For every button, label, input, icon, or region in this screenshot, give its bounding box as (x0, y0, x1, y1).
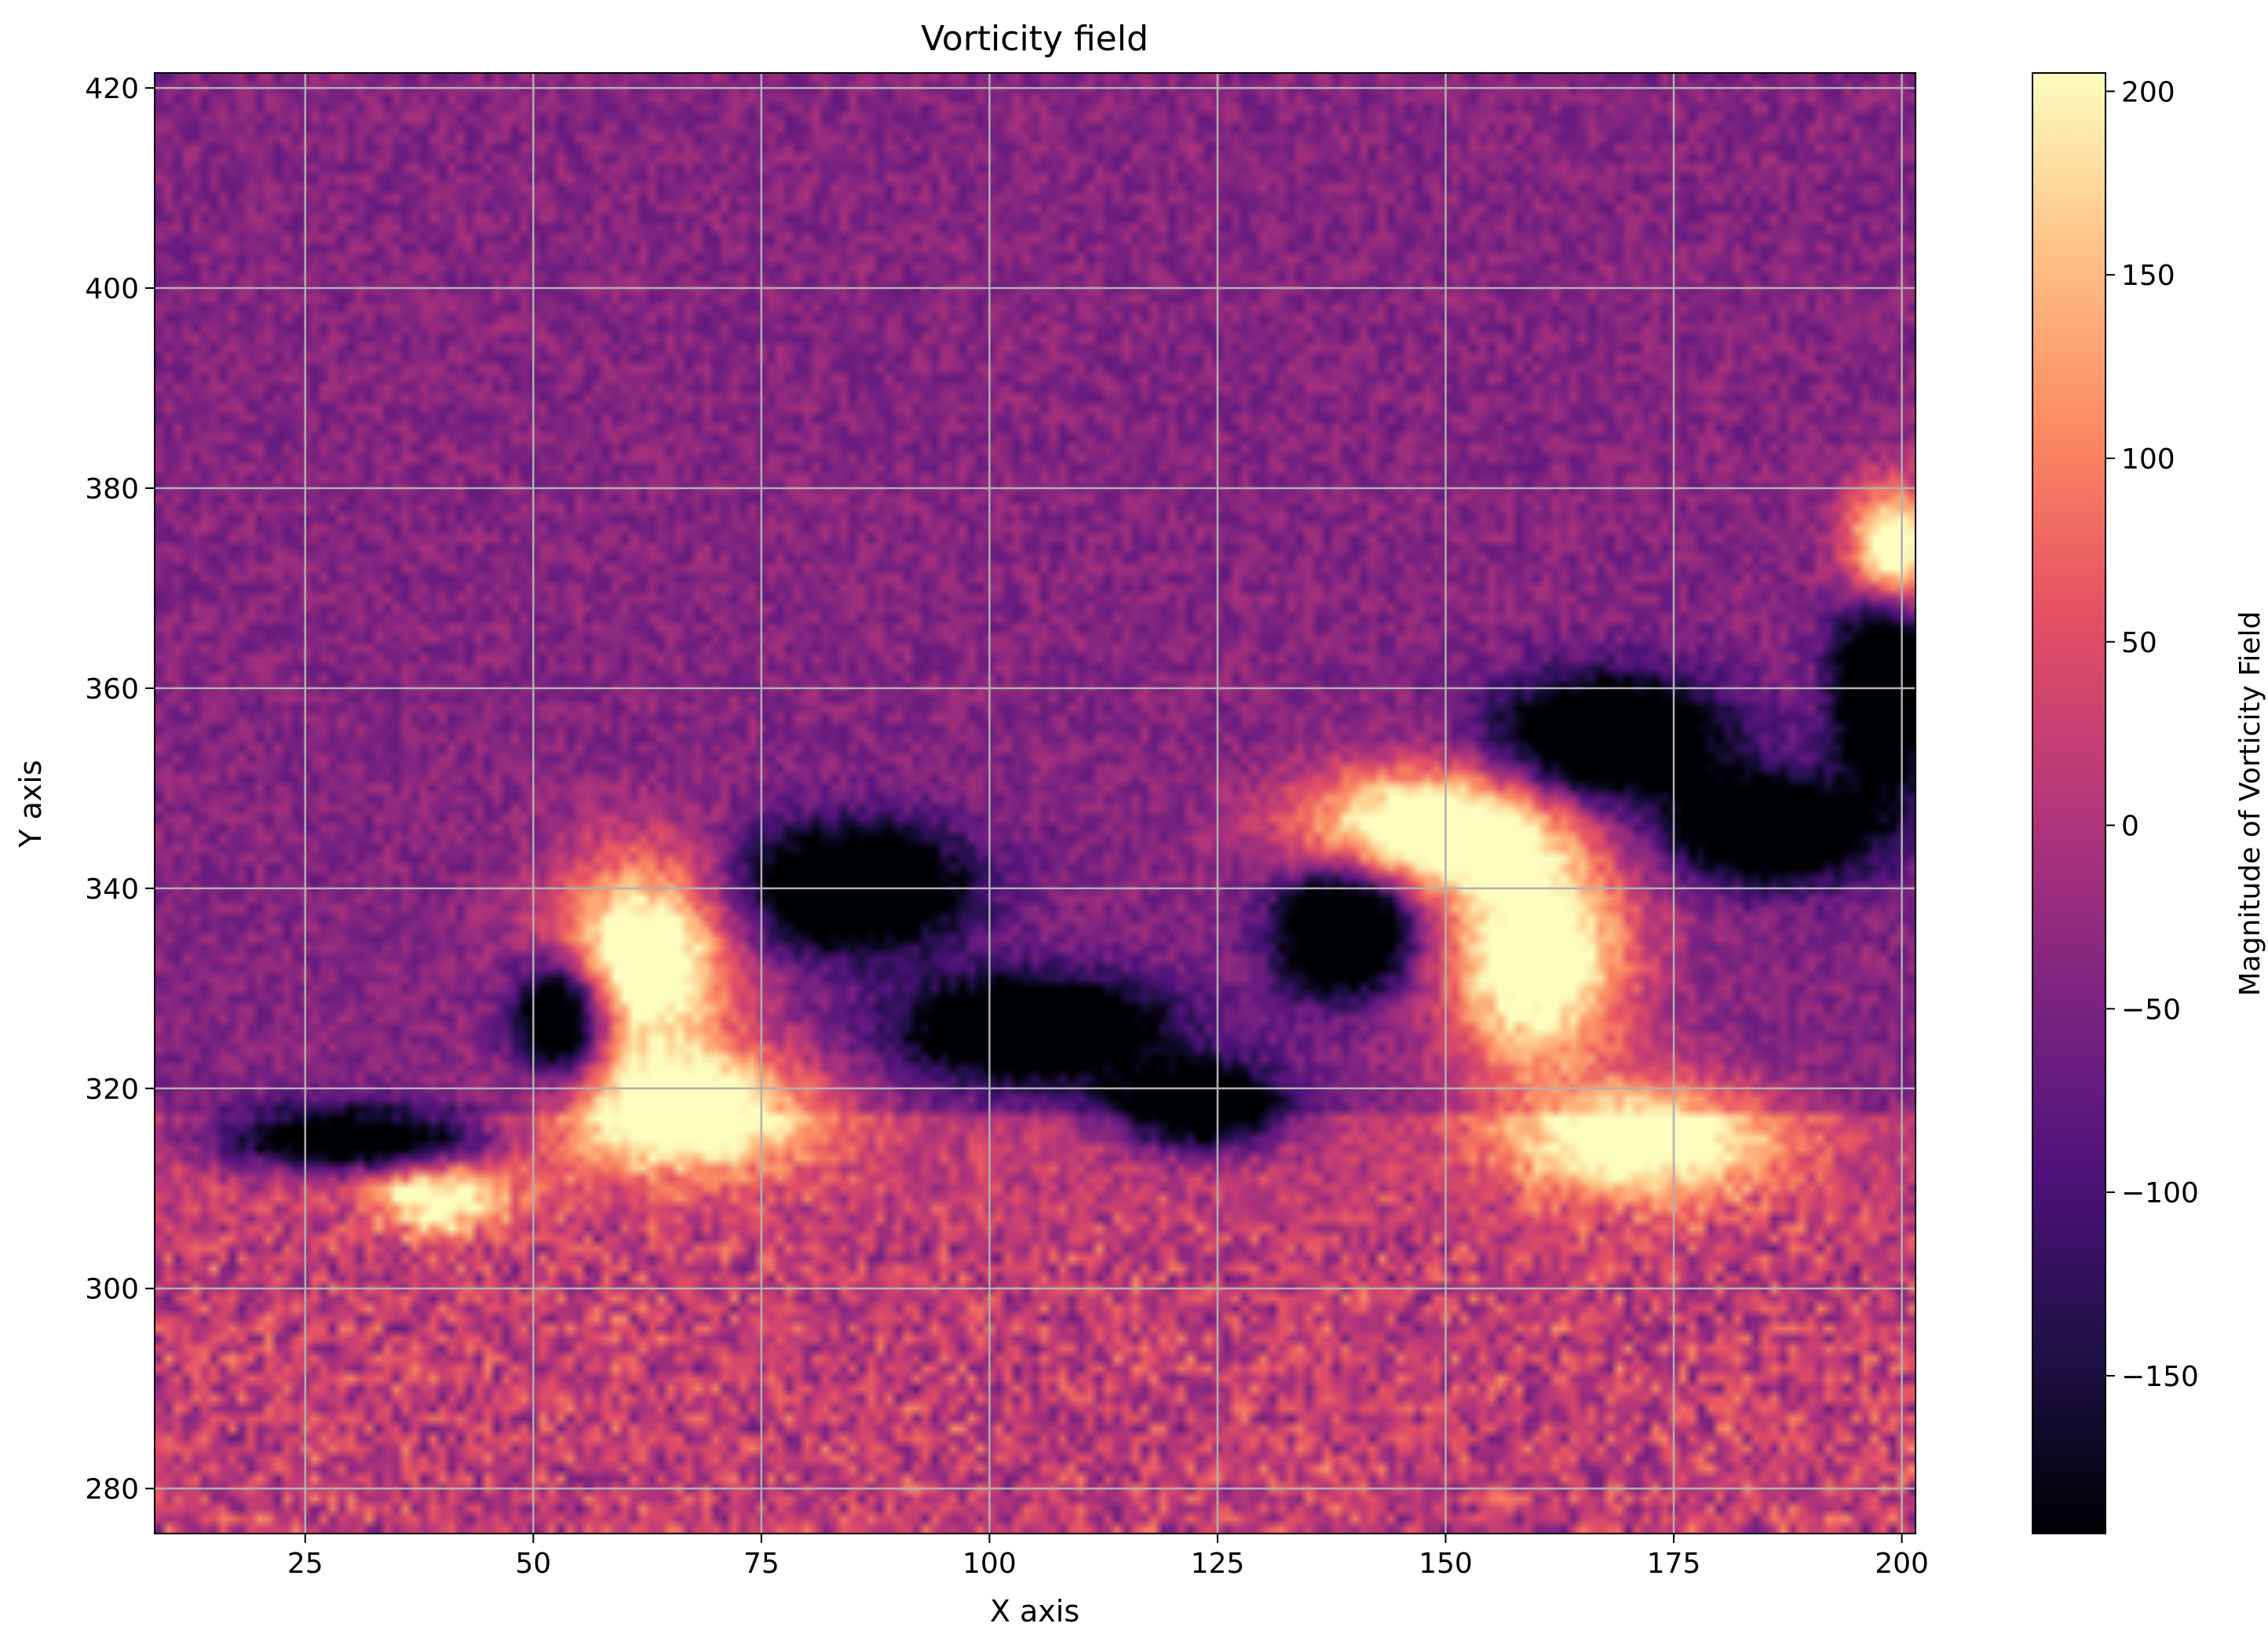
y-axis-label: Y axis (13, 760, 48, 848)
colorbar-tick-label: 200 (2121, 76, 2175, 108)
y-tick-label: 380 (85, 473, 139, 505)
x-tick-label: 25 (287, 1548, 323, 1580)
colorbar-label: Magnitude of Vorticity Field (2234, 611, 2266, 997)
plot-area (154, 72, 1916, 1534)
colorbar-tick-label: 0 (2121, 811, 2139, 843)
y-tick-label: 320 (85, 1074, 139, 1106)
y-tick-label: 360 (85, 673, 139, 706)
plot-frame (154, 72, 1916, 1534)
grid-lines-x (304, 73, 1903, 1534)
x-tick-label: 50 (515, 1548, 551, 1580)
x-tick-label: 100 (962, 1548, 1017, 1580)
colorbar-tick-label: −50 (2121, 994, 2181, 1026)
x-tick-label: 150 (1419, 1548, 1473, 1580)
y-tick-label: 420 (85, 73, 139, 105)
x-axis-label: X axis (990, 1594, 1079, 1629)
y-axis-ticks: 280 300 320 340 360 380 400 420 (85, 73, 155, 1506)
chart-title: Vorticity field (921, 19, 1149, 59)
colorbar-tick-label: 100 (2121, 443, 2175, 476)
x-tick-label: 200 (1875, 1548, 1929, 1580)
colorbar-ticks: −150 −100 −50 0 50 100 150 200 (2105, 76, 2199, 1393)
colorbar-tick-label: −100 (2121, 1177, 2199, 1209)
colorbar-tick-label: 150 (2121, 260, 2175, 292)
colorbar-tick-label: −150 (2121, 1361, 2199, 1393)
x-axis-ticks: 25 50 75 100 125 150 175 200 (287, 1534, 1929, 1580)
colorbar-tick-label: 50 (2121, 627, 2157, 659)
vorticity-heatmap (155, 73, 1916, 1534)
y-tick-label: 400 (85, 273, 139, 305)
y-tick-label: 280 (85, 1474, 139, 1506)
colorbar: −150 −100 −50 0 50 100 150 200 Magnitude of Vor… (2032, 72, 2266, 1534)
x-tick-label: 125 (1191, 1548, 1245, 1580)
x-tick-label: 75 (743, 1548, 780, 1580)
grid-lines-y (155, 86, 1916, 1490)
y-tick-label: 300 (85, 1274, 139, 1306)
colorbar-gradient (2032, 72, 2106, 1534)
x-tick-label: 175 (1647, 1548, 1701, 1580)
y-tick-label: 340 (85, 874, 139, 906)
